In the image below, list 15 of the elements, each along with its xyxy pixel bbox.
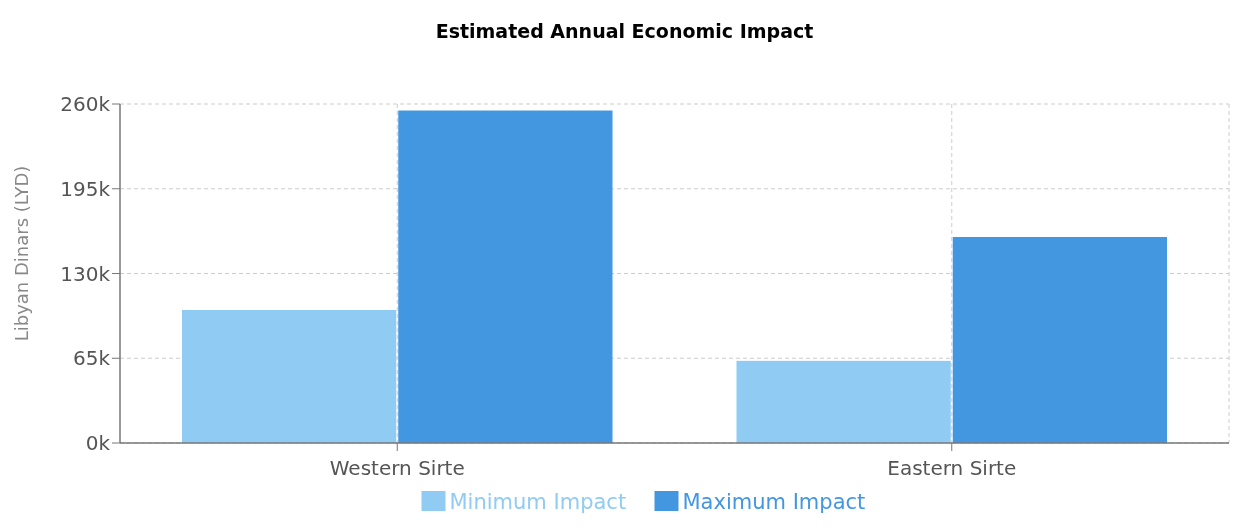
bar [736,360,951,443]
y-tick-label: 260k [60,92,111,116]
bar [952,236,1168,443]
bar [182,310,397,443]
bar [398,110,613,443]
y-axis-title: Libyan Dinars (LYD) [11,165,32,342]
x-tick-label: Western Sirte [329,456,465,480]
chart-title: Estimated Annual Economic Impact [435,20,814,42]
y-tick-label: 195k [60,176,111,201]
legend-label: Minimum Impact [449,490,627,514]
legend-label: Maximum Impact [682,490,866,514]
y-tick-label: 0k [85,431,111,455]
x-tick-label: Eastern Sirte [887,456,1017,480]
y-tick-label: 130k [60,261,111,286]
y-tick-label: 65k [72,346,111,371]
